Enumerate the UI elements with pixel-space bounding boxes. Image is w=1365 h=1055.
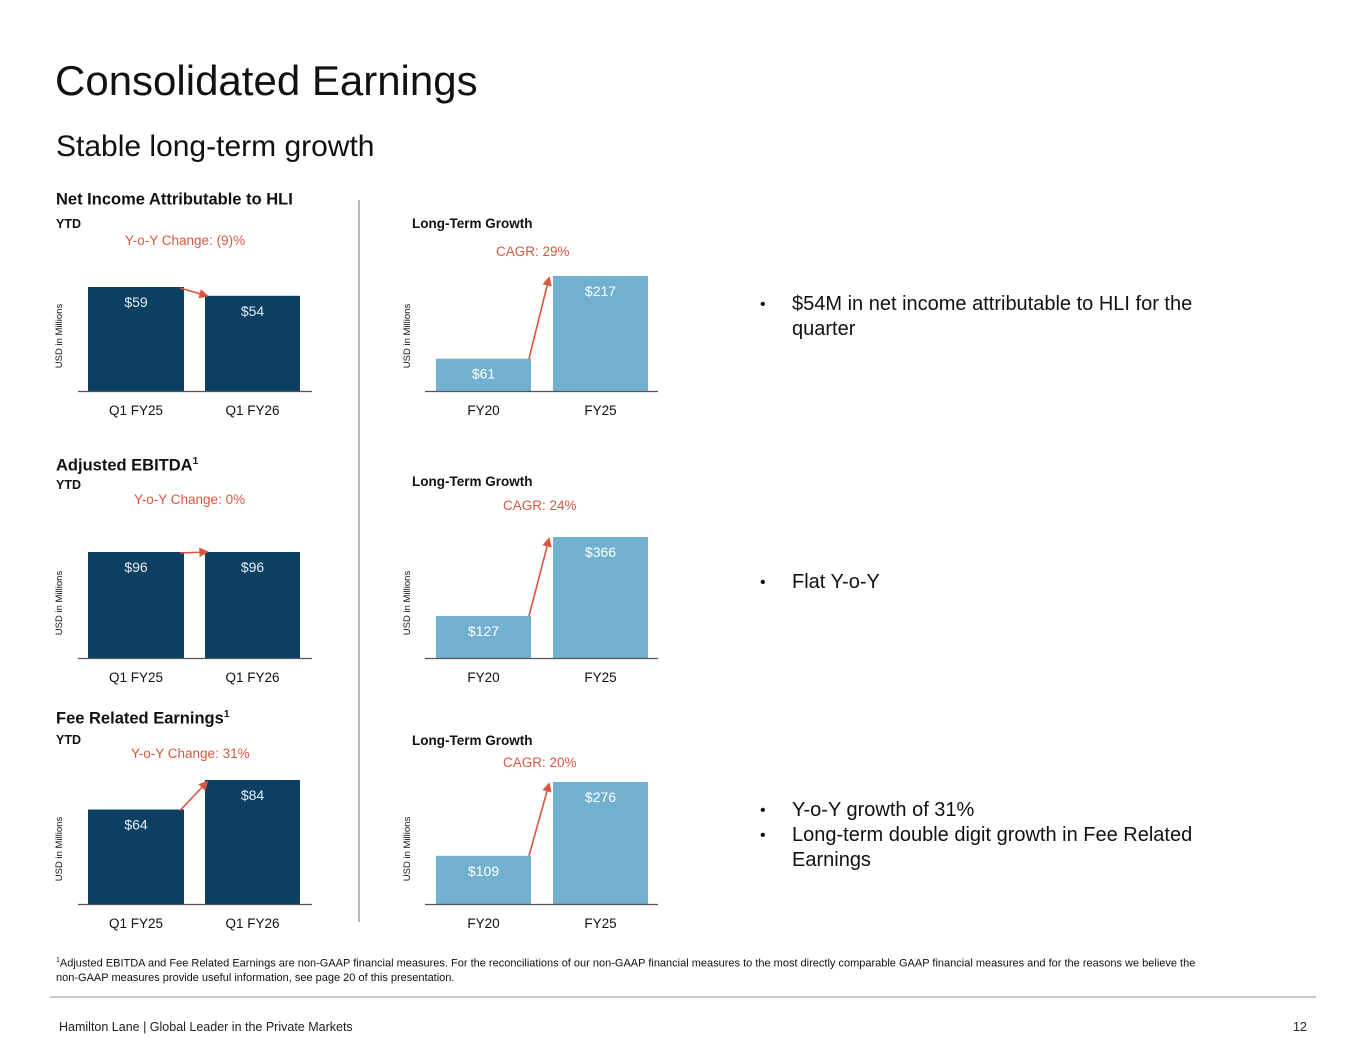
section-title-fee-related-earnings: Fee Related Earnings1 — [56, 709, 230, 728]
bar-q1-fy25 — [88, 552, 184, 658]
y-axis-label: USD in Millions — [54, 571, 65, 636]
section-title-adjusted-ebitda: Adjusted EBITDA1 — [56, 456, 199, 475]
yoy-change-label: Y-o-Y Change: 31% — [131, 746, 250, 761]
section-title-net-income: Net Income Attributable to HLI — [56, 190, 293, 209]
y-axis-label: USD in Millions — [402, 304, 413, 369]
bar-value-label: $276 — [585, 789, 616, 805]
bar-value-label: $64 — [124, 817, 148, 833]
bar-fy20 — [436, 358, 531, 391]
x-tick-label: Q1 FY26 — [225, 403, 279, 418]
bullet-dot: • — [760, 827, 766, 844]
bar-fy25 — [553, 276, 648, 391]
cagr-label: CAGR: 29% — [496, 244, 570, 259]
footer-divider — [50, 996, 1316, 998]
x-tick-label: Q1 FY26 — [225, 670, 279, 685]
cagr-arrow — [528, 276, 552, 359]
vertical-divider — [358, 200, 360, 922]
bar-value-label: $84 — [241, 787, 265, 803]
bar-value-label: $61 — [472, 366, 496, 382]
bullet-dot: • — [760, 296, 766, 313]
x-tick-label: Q1 FY25 — [109, 670, 163, 685]
bar-value-label: $217 — [585, 283, 616, 299]
bar-fy25 — [553, 782, 648, 904]
bullet-item: • Flat Y-o-Y — [760, 571, 880, 593]
yoy-change-label: Y-o-Y Change: 0% — [134, 492, 246, 507]
yoy-change-label: Y-o-Y Change: (9)% — [125, 233, 246, 248]
yoy-change-arrow — [179, 780, 209, 812]
y-axis-label: USD in Millions — [402, 571, 413, 636]
bar-fy20 — [436, 616, 531, 658]
bar-value-label: $127 — [468, 623, 499, 639]
bar-value-label: $96 — [241, 559, 265, 575]
period-label: YTD — [56, 733, 81, 747]
bullet-item: • Long-term double digit growth in Fee Re… — [760, 824, 1193, 871]
cagr-label: CAGR: 24% — [503, 498, 577, 513]
bar-value-label: $366 — [585, 544, 616, 560]
bar-value-label: $59 — [124, 294, 148, 310]
bar-value-label: $109 — [468, 863, 499, 879]
bullet-item: • Y-o-Y growth of 31% — [760, 799, 975, 821]
x-tick-label: FY20 — [467, 916, 499, 931]
period-label: YTD — [56, 478, 81, 492]
bar-value-label: $54 — [241, 303, 265, 319]
period-label: YTD — [56, 217, 81, 231]
x-tick-label: FY25 — [584, 670, 616, 685]
long-term-growth-label: Long-Term Growth — [412, 733, 533, 748]
chart-ebitda-long-term: $127 FY20 $366 FY25 USD in Millions — [402, 537, 658, 685]
x-tick-label: Q1 FY26 — [225, 916, 279, 931]
x-tick-label: FY20 — [467, 403, 499, 418]
bar-q1-fy26 — [205, 552, 300, 658]
chart-fre-long-term: $109 FY20 $276 FY25 USD in Millions — [402, 782, 658, 931]
footnote-marker: 1 — [192, 456, 199, 467]
bullet-item: • $54M in net income attributable to HLI … — [760, 293, 1193, 340]
bar-q1-fy26 — [205, 780, 300, 904]
cagr-arrow — [528, 782, 552, 857]
yoy-change-arrow — [179, 547, 209, 558]
x-tick-label: Q1 FY25 — [109, 403, 163, 418]
chart-net-income-long-term: $61 FY20 $217 FY25 USD in Millions — [402, 276, 658, 418]
bar-value-label: $96 — [124, 559, 148, 575]
footnote: 1Adjusted EBITDA and Fee Related Earning… — [56, 957, 1196, 985]
bullet-list-fre: • Y-o-Y growth of 31% • Long-term double d… — [760, 798, 1247, 873]
chart-fre-ytd: $64 Q1 FY25 $84 Q1 FY26 USD in Millions — [54, 780, 312, 931]
bar-q1-fy25 — [88, 809, 184, 904]
bullet-list-ebitda: • Flat Y-o-Y — [760, 570, 1247, 595]
chart-net-income-ytd: $59 Q1 FY25 $54 Q1 FY26 USD in Millions — [54, 287, 312, 418]
page-subtitle: Stable long-term growth — [56, 130, 375, 163]
x-tick-label: FY25 — [584, 916, 616, 931]
bar-q1-fy25 — [88, 287, 184, 391]
long-term-growth-label: Long-Term Growth — [412, 216, 533, 231]
footer-company: Hamilton Lane | Global Leader in the Pri… — [59, 1020, 353, 1034]
x-tick-label: FY20 — [467, 670, 499, 685]
page-title: Consolidated Earnings — [55, 57, 478, 104]
cagr-arrow — [528, 537, 552, 617]
yoy-change-arrow — [179, 287, 209, 299]
x-tick-label: FY25 — [584, 403, 616, 418]
y-axis-label: USD in Millions — [54, 304, 65, 369]
bullet-dot: • — [760, 574, 766, 591]
bar-fy25 — [553, 537, 648, 658]
bar-q1-fy26 — [205, 295, 300, 391]
y-axis-label: USD in Millions — [54, 817, 65, 882]
bar-fy20 — [436, 855, 531, 904]
y-axis-label: USD in Millions — [402, 817, 413, 882]
bullet-list-net-income: • $54M in net income attributable to HLI … — [760, 292, 1247, 342]
chart-ebitda-ytd: $96 Q1 FY25 $96 Q1 FY26 USD in Millions — [54, 547, 312, 685]
x-tick-label: Q1 FY25 — [109, 916, 163, 931]
bullet-dot: • — [760, 802, 766, 819]
page-number: 12 — [1293, 1020, 1307, 1034]
footnote-marker: 1 — [223, 709, 230, 720]
long-term-growth-label: Long-Term Growth — [412, 474, 533, 489]
cagr-label: CAGR: 20% — [503, 755, 577, 770]
